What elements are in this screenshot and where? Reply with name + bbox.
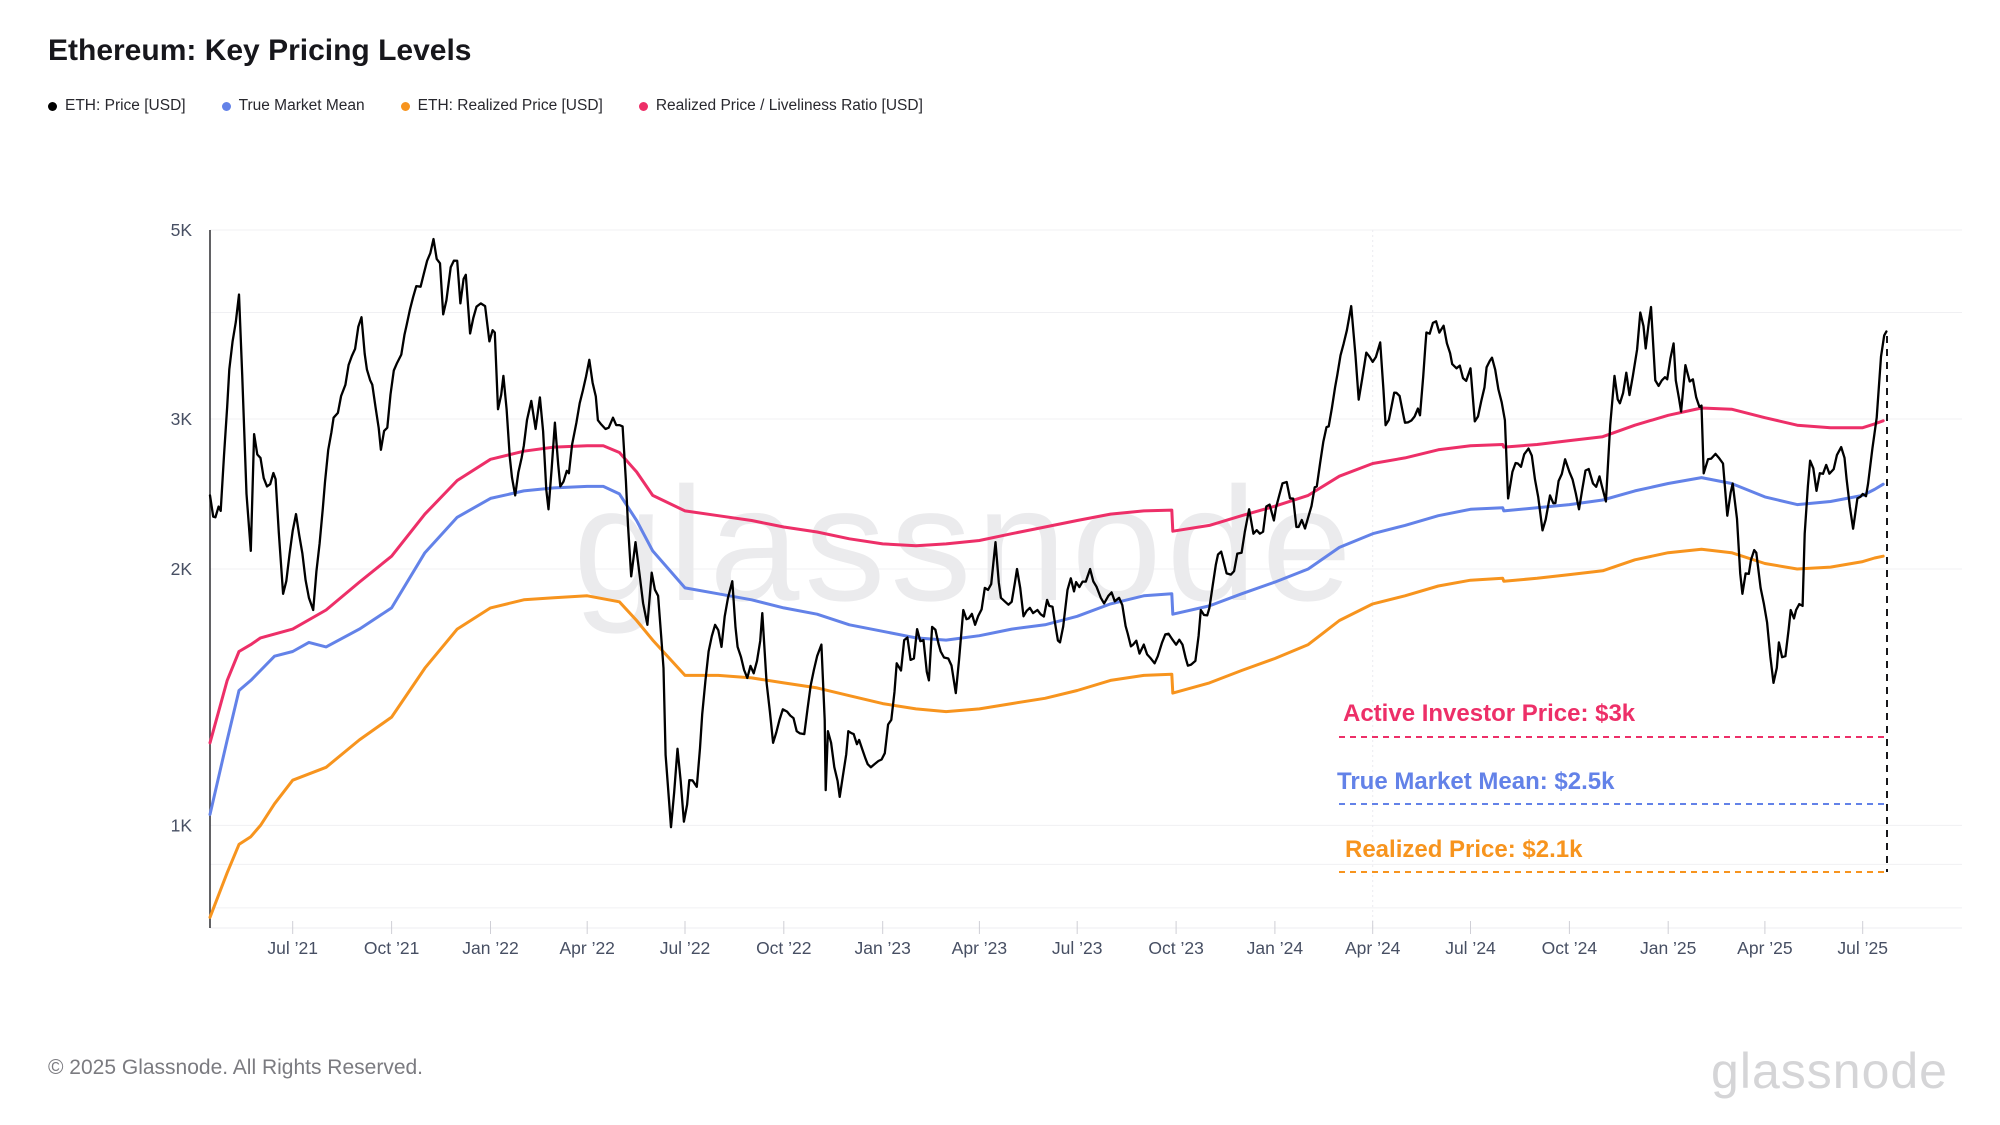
annotation-true-market-mean: True Market Mean: $2.5k [1337,768,1615,795]
copyright-text: © 2025 Glassnode. All Rights Reserved. [48,1056,424,1079]
x-axis-label: Jan ’23 [854,938,910,958]
legend-item-true-market-mean[interactable]: True Market Mean [221,97,365,115]
x-axis-label: Oct ’22 [756,938,811,958]
x-axis-label: Jul ’22 [660,938,711,958]
x-axis-label: Jan ’25 [1640,938,1696,958]
x-axis-label: Oct ’21 [364,938,419,958]
legend-item-eth-price[interactable]: ETH: Price [USD] [48,97,186,115]
legend-item-label: ETH: Realized Price [USD] [417,97,603,114]
series-realized-price [208,547,1885,919]
annotation-realized-price: Realized Price: $2.1k [1345,836,1583,863]
legend-dot-icon [48,101,57,111]
x-axis-label: Jul ’21 [267,938,318,958]
series-realized-liveliness [208,406,1885,745]
page-title: Ethereum: Key Pricing Levels [48,34,472,67]
x-axis-label: Apr ’24 [1345,938,1401,958]
legend-dot-icon [221,101,231,111]
x-axis-label: Jul ’25 [1837,938,1888,958]
x-axis-label: Jul ’23 [1052,938,1103,958]
series-true-market-mean [208,476,1885,816]
y-axis-label: 1K [171,815,193,835]
legend-item-realized-price[interactable]: ETH: Realized Price [USD] [400,97,603,115]
legend-item-label: ETH: Price [USD] [65,97,186,114]
glassnode-watermark: glassnode [573,454,1357,635]
x-axis-label: Jul ’24 [1445,938,1496,958]
x-axis-label: Jan ’24 [1247,938,1304,958]
legend-item-label: Realized Price / Liveliness Ratio [USD] [655,97,923,114]
x-axis-label: Oct ’24 [1542,938,1598,958]
y-axis-label: 3K [171,409,193,429]
legend-item-realized-liveliness[interactable]: Realized Price / Liveliness Ratio [USD] [638,97,923,115]
legend-dot-icon [400,101,410,111]
x-axis-label: Apr ’25 [1737,938,1792,958]
x-axis-label: Jan ’22 [462,938,518,958]
legend-dot-icon [638,101,648,111]
x-axis-label: Apr ’22 [559,938,614,958]
x-axis-label: Apr ’23 [952,938,1007,958]
chart-legend: ETH: Price [USD] True Market Mean ETH: Rea… [48,97,923,115]
x-axis-label: Oct ’23 [1148,938,1203,958]
annotation-active-investor-price: Active Investor Price: $3k [1343,700,1636,727]
legend-item-label: True Market Mean [238,97,365,114]
series-eth-price [208,237,1888,829]
y-axis-label: 2K [171,559,193,579]
glassnode-logo: glassnode [1711,1043,1948,1099]
y-axis-label: 5K [171,220,193,240]
